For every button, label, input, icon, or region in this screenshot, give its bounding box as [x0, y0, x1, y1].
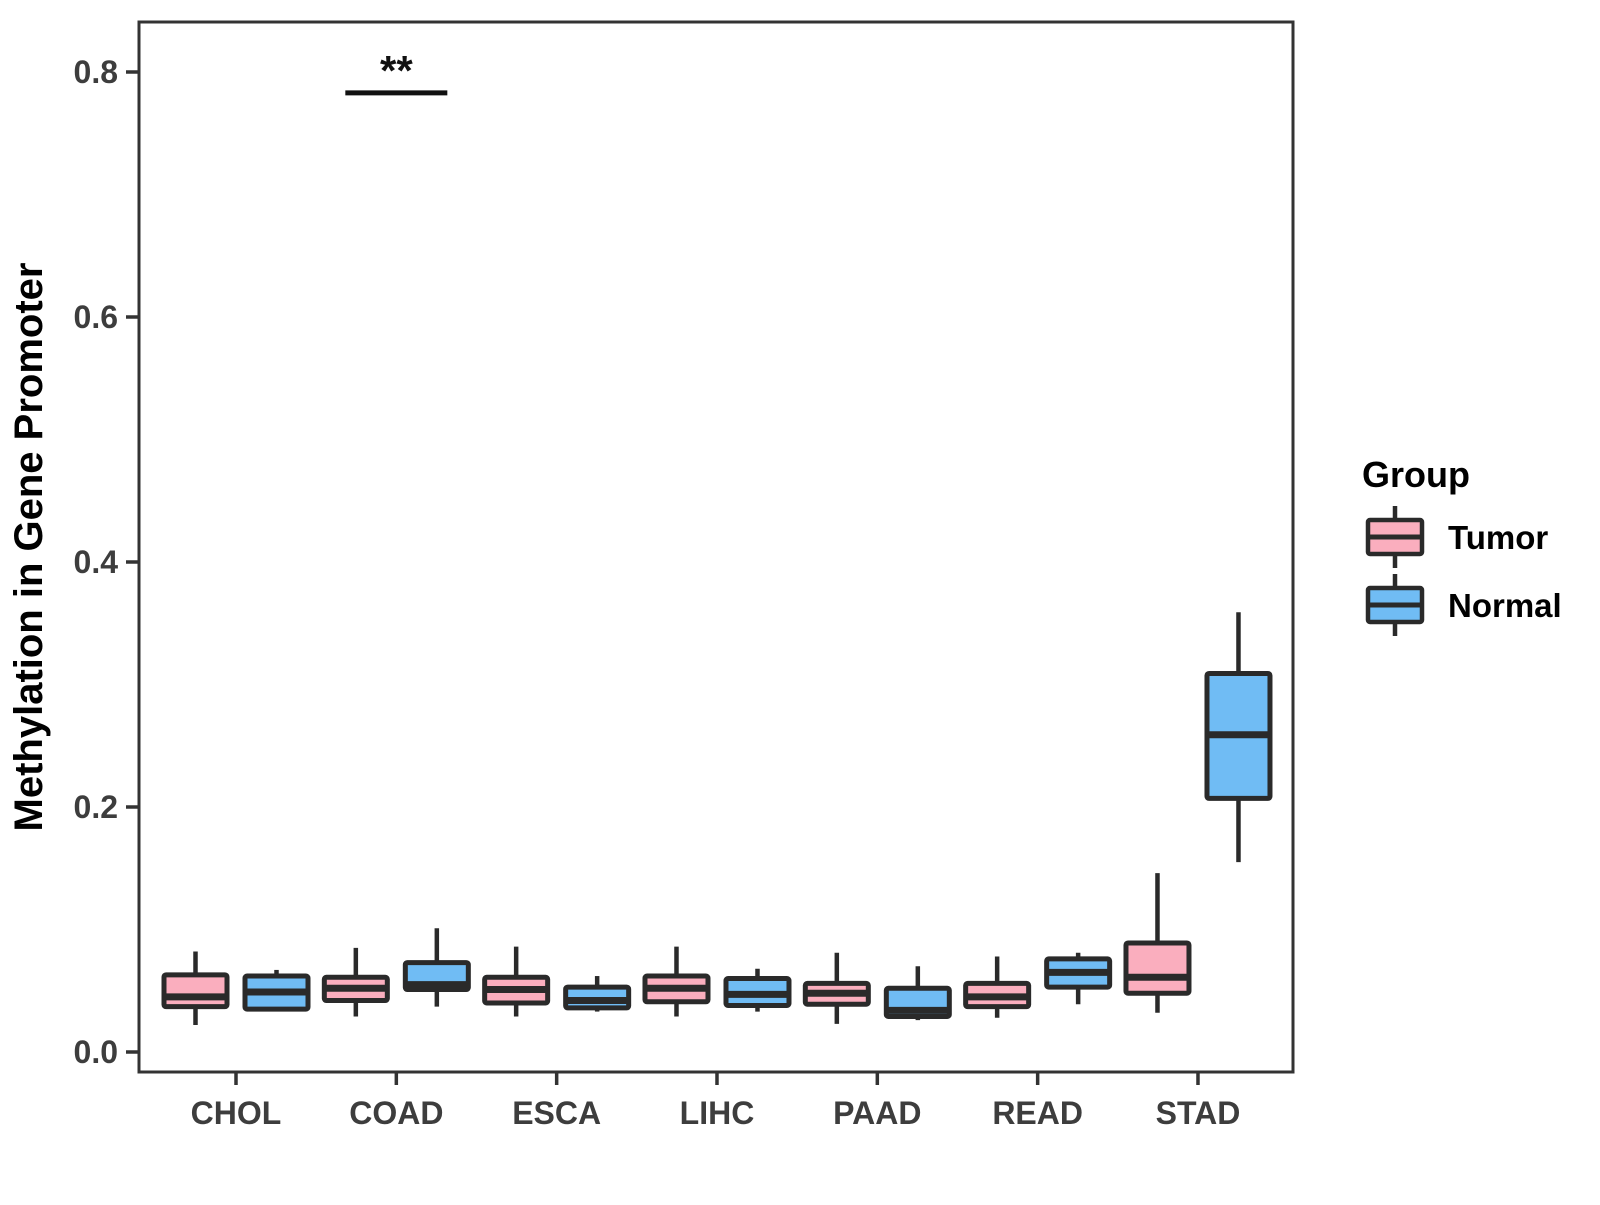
y-tick-label: 0.0 [74, 1034, 118, 1070]
legend-item-tumor-label: Tumor [1448, 519, 1548, 556]
legend-item-normal-label: Normal [1448, 587, 1562, 624]
legend: Group Tumor Normal [1362, 454, 1562, 636]
y-tick-label: 0.8 [74, 54, 118, 90]
x-tick-label: CHOL [191, 1095, 282, 1131]
boxplots [161, 612, 1273, 1026]
legend-title: Group [1362, 454, 1470, 495]
x-tick-label: LIHC [680, 1095, 755, 1131]
y-tick-label: 0.6 [74, 299, 118, 335]
y-tick-label: 0.2 [74, 789, 118, 825]
box-CHOL-Tumor [161, 972, 230, 1010]
x-tick-label: READ [992, 1095, 1083, 1131]
significance-stars: ** [380, 47, 413, 94]
plot-panel [137, 20, 1295, 1074]
box-STAD-Tumor [1123, 940, 1192, 996]
x-tick-label: STAD [1156, 1095, 1241, 1131]
x-tick-label: PAAD [833, 1095, 921, 1131]
y-axis-title: Methylation in Gene Promoter [7, 263, 51, 832]
x-tick-label: ESCA [512, 1095, 601, 1131]
x-axis: CHOL COAD ESCA LIHC PAAD READ STAD [191, 1072, 1241, 1131]
legend-glyphs [1365, 506, 1425, 636]
y-tick-label: 0.4 [74, 544, 119, 580]
significance-annotation: ** [345, 47, 448, 96]
y-axis: 0.0 0.2 0.4 0.6 0.8 [74, 54, 139, 1070]
x-tick-label: COAD [349, 1095, 443, 1131]
